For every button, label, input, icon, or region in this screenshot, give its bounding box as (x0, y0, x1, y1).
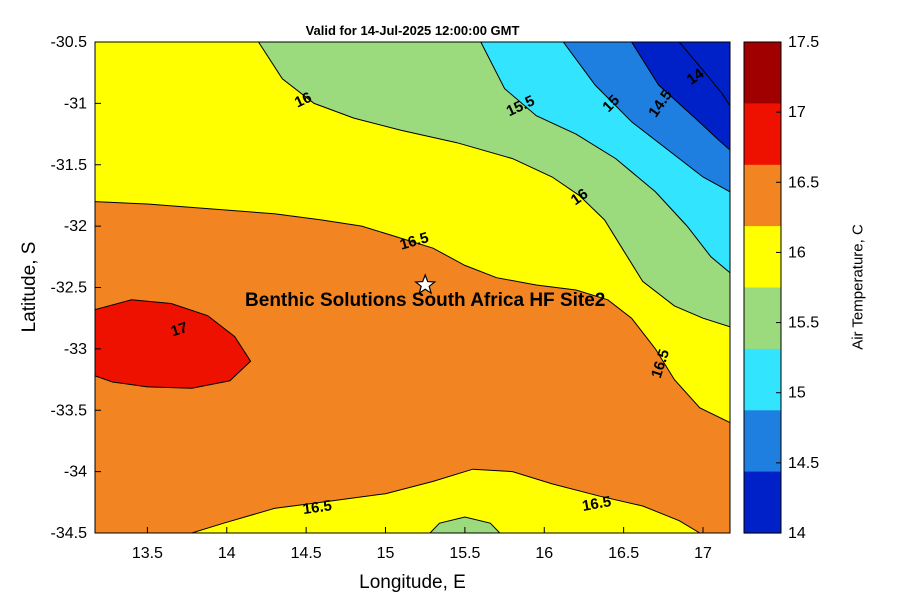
x-tick-label: 17 (694, 545, 712, 562)
colorbar-tick-label: 17.5 (788, 34, 819, 51)
plot-title: Valid for 14-Jul-2025 12:00:00 GMT (305, 23, 520, 38)
x-tick-label: 16 (535, 545, 553, 562)
contour-label: 16 (292, 89, 314, 111)
contour-label: 16 (568, 185, 591, 208)
contour-line-16.5-south (191, 468, 701, 533)
y-tick-label: -33 (64, 341, 87, 358)
colorbar-band (744, 42, 781, 104)
colorbar-tick-label: 16 (788, 244, 806, 261)
x-tick-label: 15 (377, 545, 395, 562)
contour-band-16-16.5-south (191, 469, 700, 533)
contour-line-16 (258, 42, 730, 328)
x-axis-label: Longitude, E (359, 572, 466, 593)
colorbar-band (744, 471, 781, 534)
x-tick-label: 13.5 (132, 545, 163, 562)
contour-line-16.5 (95, 201, 730, 423)
contour-label: 17 (169, 319, 190, 340)
y-tick-label: -33.5 (51, 402, 88, 419)
contour-line-15 (562, 42, 730, 193)
y-tick-label: -34.5 (51, 525, 88, 542)
contour-band-15-15.5 (480, 42, 730, 273)
contour-line-17 (95, 299, 252, 389)
y-tick-label: -31.5 (51, 157, 88, 174)
contour-line-14 (678, 42, 730, 107)
colorbar-band (744, 103, 781, 166)
colorbar-band (744, 287, 781, 350)
x-tick-label: 16.5 (608, 545, 639, 562)
colorbar-tick-label: 17 (788, 104, 806, 121)
x-tick-label: 15.5 (449, 545, 480, 562)
colorbar-tick-label: 15 (788, 385, 806, 402)
colorbar-tick-label: 14 (788, 525, 806, 542)
colorbar-band (744, 164, 781, 227)
colorbar-tick-label: 14.5 (788, 455, 819, 472)
contour-line-14.5 (631, 42, 730, 151)
contour-band-17-17.5 (95, 299, 251, 389)
y-tick-label: -30.5 (51, 34, 88, 51)
colorbar-band (744, 410, 781, 473)
y-tick-label: -32.5 (51, 280, 88, 297)
colorbar-tick-label: 16.5 (788, 174, 819, 191)
y-tick-label: -32 (64, 218, 87, 235)
site-label: Benthic Solutions South Africa HF Site2 (245, 290, 605, 311)
contour-band-15.5-16-south (430, 517, 500, 533)
contour-label: 16.5 (302, 497, 333, 518)
y-axis-label: Latitude, S (19, 241, 40, 333)
colorbar-band (744, 348, 781, 411)
site-star-marker (414, 273, 437, 295)
contour-band-14.5-15 (563, 42, 730, 192)
y-tick-label: -34 (64, 464, 87, 481)
colorbar-band (744, 226, 781, 289)
y-tick-label: -31 (64, 95, 87, 112)
colorbar-tick-label: 15.5 (788, 315, 819, 332)
colorbar-label: Air Temperature, C (849, 224, 867, 350)
x-tick-label: 14 (218, 545, 236, 562)
contour-band-14-14.5 (631, 42, 730, 150)
colorbar-frame (743, 41, 782, 534)
contour-line-16-south (429, 516, 501, 533)
x-tick-label: 14.5 (291, 545, 322, 562)
contour-line-15.5 (480, 42, 730, 274)
contour-band-15.5-16 (258, 42, 730, 327)
contour-label: 16.5 (581, 493, 613, 515)
